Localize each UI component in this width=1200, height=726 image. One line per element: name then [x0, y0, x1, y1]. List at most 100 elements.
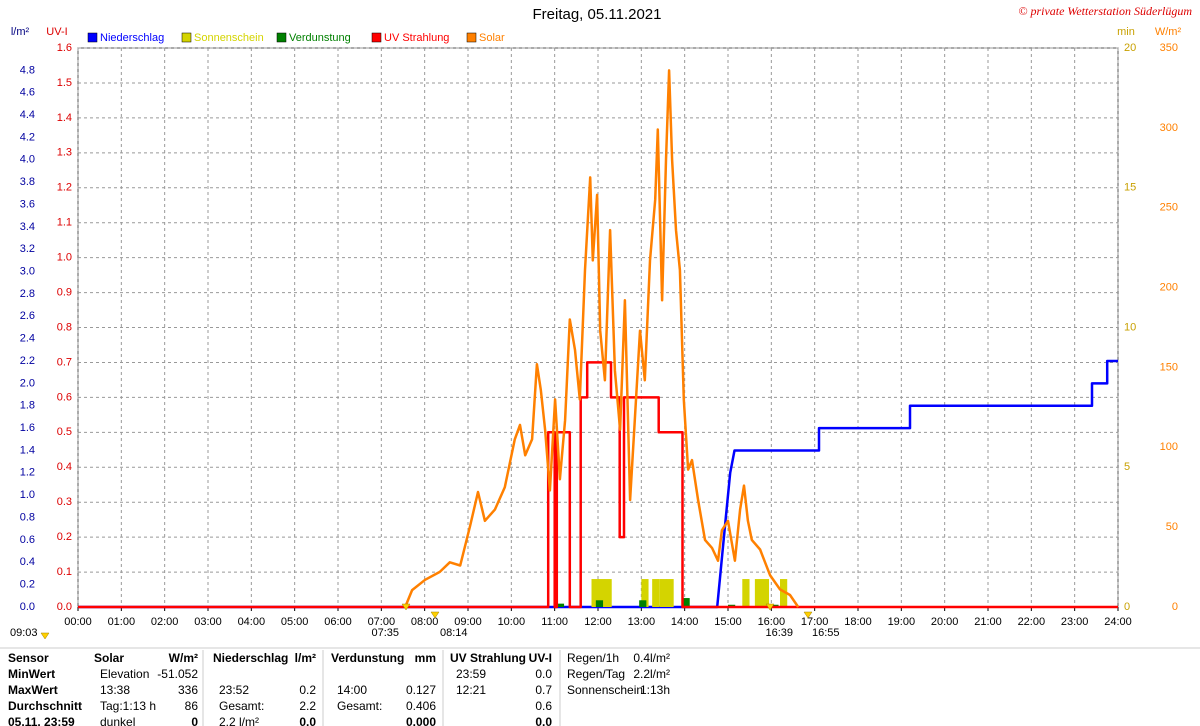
legend-swatch — [276, 32, 287, 43]
footer-cell: Niederschlag — [213, 651, 288, 665]
footer-cell: MinWert — [8, 667, 55, 681]
y-tick-label: 1.6 — [20, 422, 35, 434]
x-tick-label: 21:00 — [974, 616, 1002, 628]
y2-tick-label: 0.9 — [57, 286, 72, 298]
x-tick-label: 03:00 — [194, 616, 222, 628]
y4-tick-label: 0 — [1172, 601, 1178, 613]
y3-axis-title: min — [1117, 26, 1135, 38]
footer-cell: UV Strahlung — [450, 651, 526, 665]
footer-cell: UV-I — [529, 651, 552, 665]
copyright: © private Wetterstation Süderlügum — [1018, 4, 1192, 18]
footer-cell: 0.7 — [535, 683, 552, 697]
footer-cell: 1:13h — [640, 683, 670, 697]
sun-marker-icon — [40, 632, 50, 640]
x-tick-label: 10:00 — [498, 616, 526, 628]
bar — [666, 579, 674, 607]
y2-tick-label: 0.4 — [57, 461, 72, 473]
x-tick-label: 05:00 — [281, 616, 309, 628]
bar — [591, 579, 599, 607]
y-tick-label: 1.0 — [20, 489, 35, 501]
footer-cell: -51.052 — [157, 667, 198, 681]
y-tick-label: 2.2 — [20, 355, 35, 367]
y2-tick-label: 1.4 — [57, 112, 72, 124]
footer-cell: 0.2 — [299, 683, 316, 697]
x-tick-label: 07:00 — [368, 616, 396, 628]
x-tick-label: 23:00 — [1061, 616, 1089, 628]
x-tick-label: 12:00 — [584, 616, 612, 628]
footer-cell: 336 — [178, 683, 198, 697]
x-tick-label: 02:00 — [151, 616, 179, 628]
y4-tick-label: 250 — [1160, 202, 1178, 214]
y-tick-label: 2.6 — [20, 310, 35, 322]
footer-cell: 0 — [191, 715, 198, 726]
footer-cell: mm — [415, 651, 436, 665]
y2-tick-label: 1.0 — [57, 252, 72, 264]
x-tick-label: 24:00 — [1104, 616, 1132, 628]
x-tick-label: 06:00 — [324, 616, 352, 628]
y-tick-label: 4.2 — [20, 131, 35, 143]
sun-marker-label: 08:14 — [440, 627, 468, 639]
y4-tick-label: 150 — [1160, 361, 1178, 373]
y-tick-label: 3.2 — [20, 243, 35, 255]
bar — [652, 579, 660, 607]
x-tick-label: 22:00 — [1018, 616, 1046, 628]
footer-cell: 0.0 — [535, 715, 552, 726]
bar — [682, 598, 690, 607]
y2-tick-label: 0.2 — [57, 531, 72, 543]
y2-tick-label: 0.3 — [57, 496, 72, 508]
y-tick-label: 4.8 — [20, 64, 35, 76]
y3-tick-label: 10 — [1124, 321, 1136, 333]
footer-cell: 0.6 — [535, 699, 552, 713]
y-tick-label: 4.6 — [20, 87, 35, 99]
y2-tick-label: 1.3 — [57, 147, 72, 159]
y-tick-label: 1.8 — [20, 400, 35, 412]
y-tick-label: 0.0 — [20, 601, 35, 613]
legend-swatch — [181, 32, 192, 43]
footer-cell: Elevation — [100, 667, 149, 681]
footer-cell: Regen/1h — [567, 651, 619, 665]
bar — [604, 579, 612, 607]
footer-cell: 2.2l/m² — [633, 667, 670, 681]
sun-marker-label: 16:39 — [765, 627, 793, 639]
y-tick-label: 0.2 — [20, 579, 35, 591]
legend-label: Solar — [479, 32, 505, 44]
legend-label: Verdunstung — [289, 32, 351, 44]
y-tick-label: 3.4 — [20, 221, 35, 233]
footer-cell: 23:52 — [219, 683, 249, 697]
x-tick-label: 19:00 — [888, 616, 916, 628]
y4-tick-label: 200 — [1160, 281, 1178, 293]
series-line — [78, 359, 1118, 609]
footer-cell: dunkel — [100, 715, 135, 726]
y-tick-label: 3.6 — [20, 198, 35, 210]
bar — [761, 579, 770, 607]
sun-marker-label: 16:55 — [812, 627, 840, 639]
footer-cell: MaxWert — [8, 683, 58, 697]
y-tick-label: 0.4 — [20, 556, 35, 568]
footer-cell: 2.2 — [299, 699, 316, 713]
sun-marker-icon — [430, 611, 440, 619]
footer-cell: l/m² — [295, 651, 316, 665]
y-tick-label: 4.0 — [20, 154, 35, 166]
y3-tick-label: 15 — [1124, 182, 1136, 194]
y-tick-label: 4.4 — [20, 109, 35, 121]
y2-tick-label: 1.1 — [57, 217, 72, 229]
sun-marker-label: 09:03 — [10, 627, 38, 639]
y2-tick-label: 0.5 — [57, 426, 72, 438]
x-tick-label: 11:00 — [541, 616, 568, 628]
footer-cell: 0.000 — [406, 715, 436, 726]
sun-marker-icon — [765, 603, 775, 611]
y2-tick-label: 1.2 — [57, 182, 72, 194]
x-tick-label: 13:00 — [628, 616, 656, 628]
y-tick-label: 3.0 — [20, 266, 35, 278]
x-tick-label: 15:00 — [714, 616, 742, 628]
legend-swatch — [466, 32, 477, 43]
x-tick-label: 04:00 — [238, 616, 266, 628]
legend-swatch — [371, 32, 382, 43]
footer-cell: Verdunstung — [331, 651, 404, 665]
sun-marker-icon — [401, 603, 411, 611]
y-tick-label: 3.8 — [20, 176, 35, 188]
x-tick-label: 17:00 — [801, 616, 829, 628]
y-tick-label: 2.0 — [20, 377, 35, 389]
legend-label: UV Strahlung — [384, 32, 449, 44]
y4-tick-label: 50 — [1166, 521, 1178, 533]
